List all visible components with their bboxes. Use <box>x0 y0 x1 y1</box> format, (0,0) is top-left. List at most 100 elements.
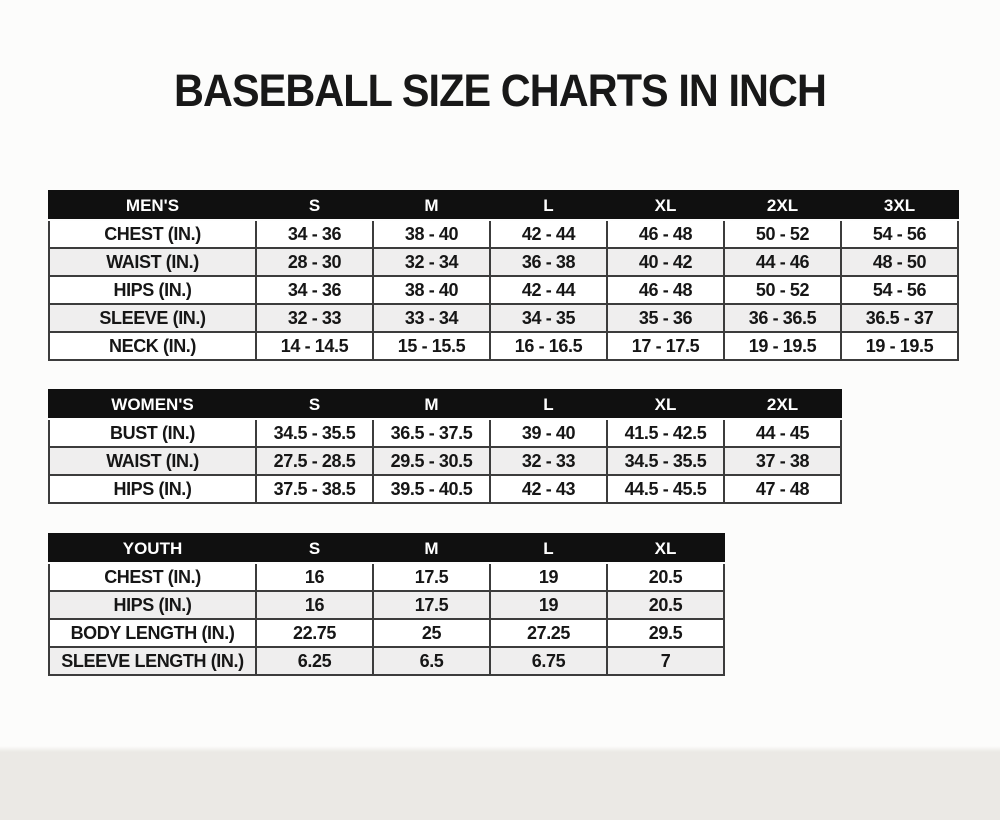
size-value: 17.5 <box>372 562 491 592</box>
size-value: 35 - 36 <box>606 303 725 333</box>
size-value: 46 - 48 <box>606 275 725 305</box>
size-column-header: XL <box>606 389 725 420</box>
size-value: 50 - 52 <box>723 219 842 249</box>
size-value: 25 <box>372 618 491 648</box>
table-row: CHEST (IN.) 16 17.5 19 20.5 <box>48 562 725 592</box>
table-row: BUST (IN.) 34.5 - 35.5 36.5 - 37.5 39 - 40 4… <box>48 418 842 448</box>
size-value: 32 - 33 <box>489 446 608 476</box>
size-value: 50 - 52 <box>723 275 842 305</box>
size-value: 16 - 16.5 <box>489 331 608 361</box>
size-value: 46 - 48 <box>606 219 725 249</box>
size-value: 54 - 56 <box>840 275 959 305</box>
size-column-header: S <box>255 533 374 564</box>
size-value: 32 - 33 <box>255 303 374 333</box>
womens-size-table: WOMEN'S S M L XL 2XL BUST (IN.) 34.5 - 35.5 36.5… <box>48 389 842 504</box>
womens-group-label: WOMEN'S <box>48 389 257 420</box>
size-value: 15 - 15.5 <box>372 331 491 361</box>
size-value: 17 - 17.5 <box>606 331 725 361</box>
measurement-label: HIPS (IN.) <box>48 474 257 504</box>
table-row: SLEEVE LENGTH (IN.) 6.25 6.5 6.75 7 <box>48 646 725 676</box>
size-value: 6.25 <box>255 646 374 676</box>
size-column-header: L <box>489 190 608 221</box>
measurement-label: BUST (IN.) <box>48 418 257 448</box>
youth-group-label: YOUTH <box>48 533 257 564</box>
size-column-header: XL <box>606 533 725 564</box>
size-value: 16 <box>255 562 374 592</box>
size-value: 6.5 <box>372 646 491 676</box>
size-value: 34.5 - 35.5 <box>606 446 725 476</box>
size-value: 14 - 14.5 <box>255 331 374 361</box>
table-row: HIPS (IN.) 37.5 - 38.5 39.5 - 40.5 42 - 43 4… <box>48 474 842 504</box>
size-value: 20.5 <box>606 562 725 592</box>
size-value: 19 - 19.5 <box>723 331 842 361</box>
size-value: 16 <box>255 590 374 620</box>
size-value: 42 - 44 <box>489 275 608 305</box>
size-column-header: M <box>372 190 491 221</box>
size-value: 34.5 - 35.5 <box>255 418 374 448</box>
size-value: 22.75 <box>255 618 374 648</box>
size-value: 29.5 - 30.5 <box>372 446 491 476</box>
measurement-label: WAIST (IN.) <box>48 446 257 476</box>
size-value: 37 - 38 <box>723 446 842 476</box>
size-value: 34 - 35 <box>489 303 608 333</box>
size-column-header: L <box>489 389 608 420</box>
table-row: WAIST (IN.) 28 - 30 32 - 34 36 - 38 40 - 42 4… <box>48 247 959 277</box>
size-chart-page: BASEBALL SIZE CHARTS IN INCH MEN'S S M L XL 2… <box>0 68 1000 820</box>
size-value: 47 - 48 <box>723 474 842 504</box>
size-column-header: 2XL <box>723 190 842 221</box>
measurement-label: SLEEVE LENGTH (IN.) <box>48 646 257 676</box>
measurement-label: CHEST (IN.) <box>48 562 257 592</box>
womens-header-row: WOMEN'S S M L XL 2XL <box>48 389 842 420</box>
measurement-label: NECK (IN.) <box>48 331 257 361</box>
size-value: 54 - 56 <box>840 219 959 249</box>
size-column-header: M <box>372 389 491 420</box>
size-value: 48 - 50 <box>840 247 959 277</box>
size-value: 44 - 46 <box>723 247 842 277</box>
size-value: 36 - 36.5 <box>723 303 842 333</box>
mens-header-row: MEN'S S M L XL 2XL 3XL <box>48 190 959 221</box>
measurement-label: BODY LENGTH (IN.) <box>48 618 257 648</box>
size-column-header: S <box>255 190 374 221</box>
size-value: 42 - 43 <box>489 474 608 504</box>
table-row: SLEEVE (IN.) 32 - 33 33 - 34 34 - 35 35 - 36… <box>48 303 959 333</box>
size-value: 38 - 40 <box>372 219 491 249</box>
size-value: 41.5 - 42.5 <box>606 418 725 448</box>
size-value: 39.5 - 40.5 <box>372 474 491 504</box>
youth-header-row: YOUTH S M L XL <box>48 533 725 564</box>
size-value: 44.5 - 45.5 <box>606 474 725 504</box>
size-value: 19 - 19.5 <box>840 331 959 361</box>
size-column-header: L <box>489 533 608 564</box>
size-value: 34 - 36 <box>255 219 374 249</box>
table-row: HIPS (IN.) 16 17.5 19 20.5 <box>48 590 725 620</box>
size-value: 36 - 38 <box>489 247 608 277</box>
size-value: 38 - 40 <box>372 275 491 305</box>
size-value: 7 <box>606 646 725 676</box>
mens-group-label: MEN'S <box>48 190 257 221</box>
size-column-header: XL <box>606 190 725 221</box>
size-value: 39 - 40 <box>489 418 608 448</box>
page-title: BASEBALL SIZE CHARTS IN INCH <box>173 65 827 116</box>
size-column-header: 3XL <box>840 190 959 221</box>
size-value: 37.5 - 38.5 <box>255 474 374 504</box>
size-value: 28 - 30 <box>255 247 374 277</box>
measurement-label: HIPS (IN.) <box>48 275 257 305</box>
size-column-header: 2XL <box>723 389 842 420</box>
measurement-label: SLEEVE (IN.) <box>48 303 257 333</box>
mens-size-table: MEN'S S M L XL 2XL 3XL CHEST (IN.) 34 - 36 38 - 4… <box>48 190 959 361</box>
measurement-label: WAIST (IN.) <box>48 247 257 277</box>
measurement-label: CHEST (IN.) <box>48 219 257 249</box>
size-value: 19 <box>489 590 608 620</box>
size-value: 17.5 <box>372 590 491 620</box>
size-value: 44 - 45 <box>723 418 842 448</box>
size-value: 20.5 <box>606 590 725 620</box>
size-value: 32 - 34 <box>372 247 491 277</box>
size-value: 40 - 42 <box>606 247 725 277</box>
size-value: 36.5 - 37.5 <box>372 418 491 448</box>
size-value: 34 - 36 <box>255 275 374 305</box>
size-column-header: S <box>255 389 374 420</box>
table-row: WAIST (IN.) 27.5 - 28.5 29.5 - 30.5 32 - 33… <box>48 446 842 476</box>
measurement-label: HIPS (IN.) <box>48 590 257 620</box>
table-row: NECK (IN.) 14 - 14.5 15 - 15.5 16 - 16.5 17 … <box>48 331 959 361</box>
youth-size-table: YOUTH S M L XL CHEST (IN.) 16 17.5 19 20.5 HIPS (I… <box>48 533 725 676</box>
size-value: 6.75 <box>489 646 608 676</box>
